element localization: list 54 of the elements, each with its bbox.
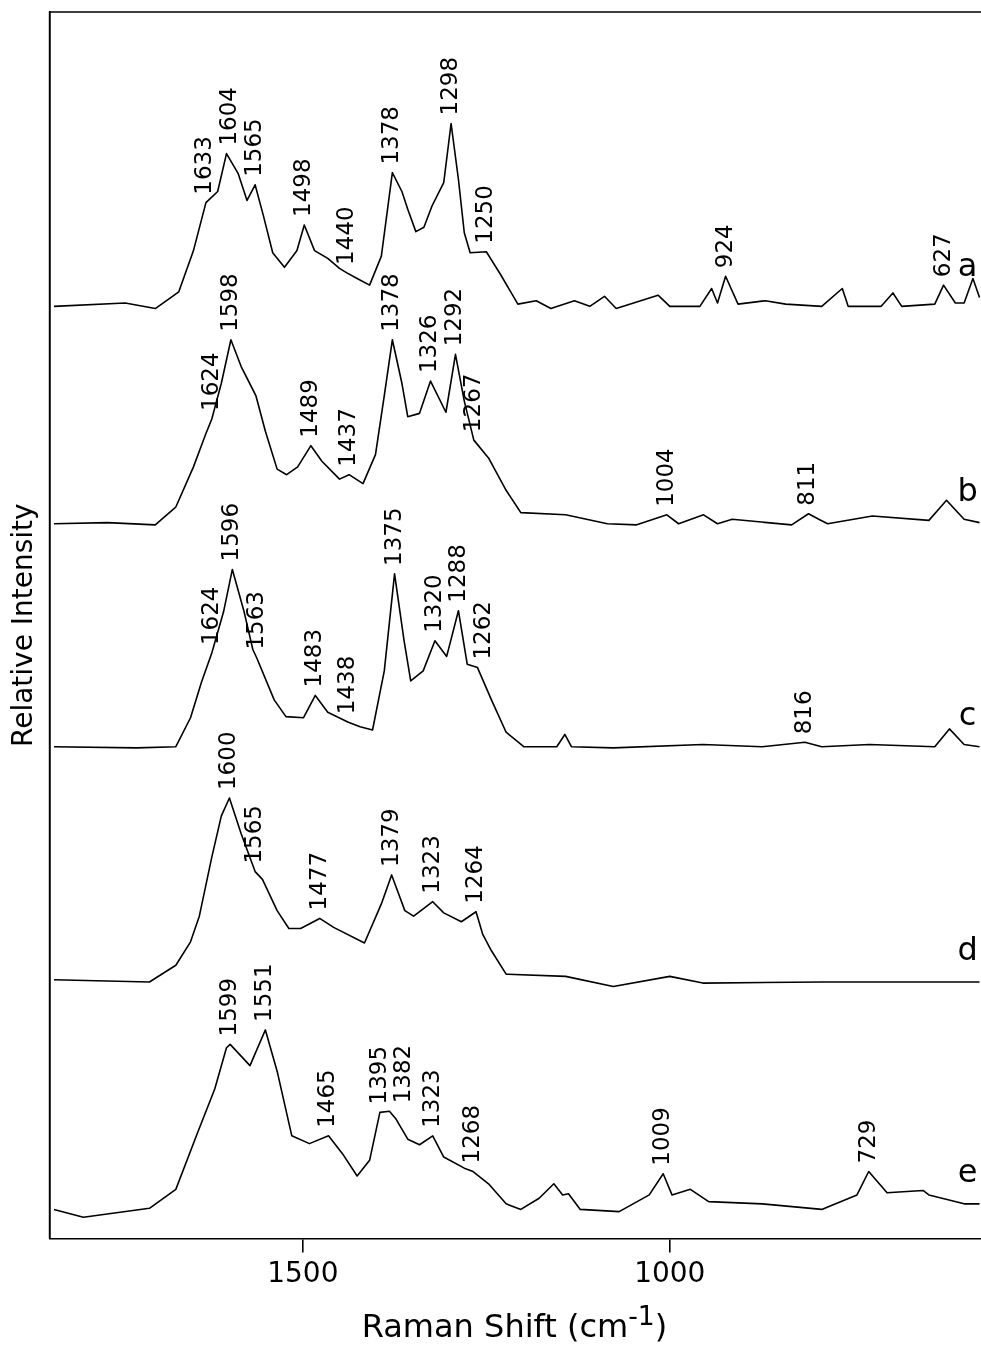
annotation: 1382 [389,1044,416,1104]
series-label: e [957,1152,978,1191]
annotation: 1440 [331,206,358,265]
annotation: 1268 [458,1104,485,1164]
annotation: 1292 [440,287,467,347]
annotation: 1264 [461,845,487,904]
annotation: 1599 [215,977,242,1037]
annotation: 1009 [648,1107,675,1166]
annotation: 1326 [415,314,442,374]
annotation: 1378 [377,273,404,332]
annotation: 1604 [214,87,241,146]
annotation: 1395 [364,1045,391,1105]
annotation: 1004 [651,448,678,507]
annotation: 729 [853,1119,880,1164]
annotation: 1262 [468,601,495,660]
x-axis-title: Raman Shift (cm$^{-1}$) [360,1300,669,1345]
annotation: 924 [710,224,737,269]
annotation: 1565 [240,805,267,864]
annotation: 1624 [196,352,223,411]
series-label: c [958,695,977,734]
annotation: 1320 [419,574,446,633]
annotation: 1596 [217,502,244,562]
series-label: d [957,930,978,969]
x-tick-label: 1000 [634,1256,706,1290]
annotation: 1498 [289,158,316,217]
annotation: 1565 [240,118,267,177]
annotation: 1323 [417,835,444,894]
annotation: 1298 [436,56,463,116]
annotation: 1438 [333,655,360,715]
annotation: 1598 [215,273,242,332]
annotation: 811 [793,461,820,506]
annotation: 1563 [241,590,268,650]
annotation: 1489 [295,379,322,438]
annotation: 1375 [379,507,406,566]
annotation: 1624 [196,586,223,646]
annotation: 1267 [458,373,485,433]
series-label: b [957,470,978,509]
x-tick-label: 1500 [267,1256,339,1290]
annotation: 1483 [300,628,327,688]
annotation: 1465 [313,1069,340,1128]
annotation: 1633 [190,136,217,195]
annotation: 1437 [334,408,361,467]
annotation: 1477 [304,851,331,911]
annotation: 816 [789,690,816,735]
annotation: 1323 [417,1069,444,1128]
annotation: 1551 [250,963,277,1022]
annotation: 627 [928,233,955,278]
annotation: 1288 [444,544,471,603]
y-axis-title: Relative Intensity [6,503,40,748]
series-label: a [957,245,978,284]
annotation: 1600 [214,731,241,791]
annotation: 1250 [471,185,498,244]
annotation: 1379 [376,808,403,867]
annotation: 1378 [377,106,404,165]
